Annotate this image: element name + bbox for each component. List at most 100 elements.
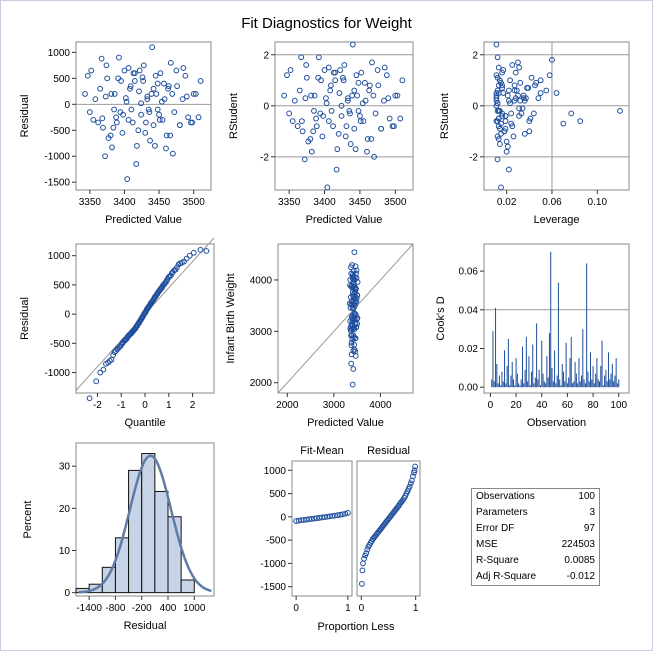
obs-pred-x-axis-label: Predicted Value bbox=[307, 417, 384, 429]
qq-data-point bbox=[203, 248, 210, 254]
qq-data-point bbox=[97, 369, 104, 376]
resid-pred-data-point bbox=[167, 59, 174, 66]
resid-pred-data-point bbox=[127, 83, 134, 90]
resid-pred-data-point bbox=[152, 72, 159, 79]
qq-y-axis-label: Residual bbox=[19, 297, 31, 340]
rstud-pred-data-point bbox=[344, 97, 351, 104]
resid-pred-data-point bbox=[171, 109, 178, 116]
resid-pred-data-point bbox=[179, 96, 186, 103]
rf-resid-facet-title: Residual bbox=[367, 445, 410, 457]
rstud-pred-x-tick-label: 3500 bbox=[384, 197, 407, 208]
rstud-pred-data-point bbox=[336, 90, 343, 96]
rf-fitmean-data-point bbox=[339, 511, 346, 518]
qq-data-point bbox=[197, 246, 204, 253]
resid-pred-data-point bbox=[143, 119, 149, 126]
obs-pred-data-point bbox=[353, 298, 360, 305]
cooks-x-tick-label: 40 bbox=[536, 400, 548, 411]
resid-pred-data-point bbox=[125, 116, 132, 123]
qq-y-tick-label: 0 bbox=[64, 310, 70, 321]
stat-value: 100 bbox=[578, 491, 595, 502]
rstud-pred-data-point bbox=[299, 128, 306, 135]
hist-x-axis-label: Residual bbox=[124, 620, 167, 632]
rstud-pred-data-point bbox=[281, 92, 288, 99]
obs-pred-x-tick-label: 2000 bbox=[276, 400, 299, 411]
rstud-lev-data-point bbox=[512, 69, 519, 76]
qq-data-point bbox=[105, 359, 112, 366]
hist-x-tick-label: 400 bbox=[160, 603, 177, 614]
resid-pred-data-point bbox=[119, 129, 126, 136]
resid-pred-data-point bbox=[163, 145, 169, 152]
resid-pred-data-point bbox=[170, 150, 176, 157]
rf-fitmean-data-point bbox=[337, 511, 344, 518]
figure-title: Fit Diagnostics for Weight bbox=[241, 15, 412, 32]
rstud-lev-data-point bbox=[495, 64, 502, 71]
rstud-lev-data-point bbox=[515, 59, 521, 66]
rstud-lev-data-point bbox=[500, 90, 507, 96]
resid-pred-y-tick-label: -1000 bbox=[44, 152, 70, 163]
rstud-lev-x-axis-label: Leverage bbox=[534, 214, 580, 226]
rf-resid-data-point bbox=[364, 546, 371, 553]
resid-pred-data-point bbox=[165, 83, 172, 90]
cooks-y-tick-label: 0.04 bbox=[459, 305, 479, 316]
rstud-lev-data-point bbox=[546, 72, 553, 79]
rf-fitmean-y-tick-label: 500 bbox=[269, 489, 286, 500]
rstud-pred-data-point bbox=[311, 107, 317, 114]
rstud-lev-data-point bbox=[525, 85, 532, 91]
rstud-pred-data-point bbox=[341, 62, 348, 68]
rstud-pred-data-point bbox=[301, 156, 308, 163]
rstud-lev-data-point bbox=[495, 107, 502, 114]
obs-pred-data-point bbox=[354, 292, 361, 299]
hist-histogram-bar bbox=[114, 537, 130, 594]
rstud-pred-data-point bbox=[332, 77, 339, 84]
qq-data-point bbox=[86, 395, 93, 402]
hist-x-tick-label: 1000 bbox=[183, 603, 206, 614]
rstud-pred-data-point bbox=[392, 92, 399, 99]
obs-pred-y-tick-label: 2000 bbox=[250, 378, 273, 389]
rf-resid-x-tick-label: 0 bbox=[359, 603, 365, 614]
rstud-pred-data-point bbox=[319, 133, 326, 140]
obs-pred-data-point bbox=[348, 301, 355, 308]
rstud-pred-data-point bbox=[308, 92, 314, 99]
resid-pred-data-point bbox=[99, 115, 106, 122]
rstud-pred-data-point bbox=[381, 97, 387, 104]
rstud-pred-x-tick-label: 3450 bbox=[349, 197, 372, 208]
resid-pred-data-point bbox=[131, 78, 138, 84]
rstud-pred-data-point bbox=[317, 110, 324, 117]
cooks-x-tick-label: 80 bbox=[588, 400, 600, 411]
rstud-lev-data-point bbox=[535, 95, 542, 102]
obs-pred-data-point bbox=[348, 342, 355, 349]
rstud-pred-data-point bbox=[375, 82, 382, 89]
resid-pred-data-point bbox=[110, 124, 117, 131]
rstud-pred-data-point bbox=[359, 100, 366, 107]
rstud-lev-data-point bbox=[521, 130, 528, 137]
rstud-lev-data-point bbox=[521, 97, 528, 104]
rstud-lev-data-point bbox=[496, 125, 503, 132]
obs-pred-y-tick-label: 4000 bbox=[250, 275, 273, 286]
resid-pred-data-point bbox=[113, 114, 120, 121]
rstud-lev-data-point bbox=[503, 138, 510, 145]
rf-resid-data-point bbox=[407, 480, 414, 487]
qq-data-point bbox=[110, 352, 117, 358]
resid-pred-data-point bbox=[138, 111, 144, 118]
rstud-pred-data-point bbox=[324, 184, 331, 191]
rstud-lev-data-point bbox=[493, 41, 500, 48]
rstud-lev-data-point bbox=[499, 69, 506, 76]
resid-pred-data-point bbox=[135, 127, 142, 134]
resid-pred-x-tick-label: 3400 bbox=[113, 197, 136, 208]
rstud-pred-data-point bbox=[372, 110, 379, 117]
obs-pred-data-point bbox=[353, 324, 360, 331]
obs-pred-y-tick-label: 3000 bbox=[250, 327, 273, 338]
rstud-pred-data-point bbox=[366, 87, 373, 94]
resid-pred-data-point bbox=[145, 106, 152, 113]
rstud-lev-data-point bbox=[617, 107, 623, 114]
rstud-pred-data-point bbox=[310, 128, 317, 135]
resid-pred-data-point bbox=[142, 129, 149, 136]
qq-x-tick-label: 0 bbox=[142, 400, 148, 411]
rf-resid-plot-frame bbox=[356, 460, 421, 597]
qq-data-point bbox=[190, 249, 197, 256]
stat-label: R-Square bbox=[476, 555, 519, 566]
stat-value: 0.0085 bbox=[564, 555, 595, 566]
resid-pred-data-point bbox=[82, 91, 88, 97]
rstud-pred-data-point bbox=[334, 146, 341, 153]
resid-pred-data-point bbox=[117, 109, 124, 116]
